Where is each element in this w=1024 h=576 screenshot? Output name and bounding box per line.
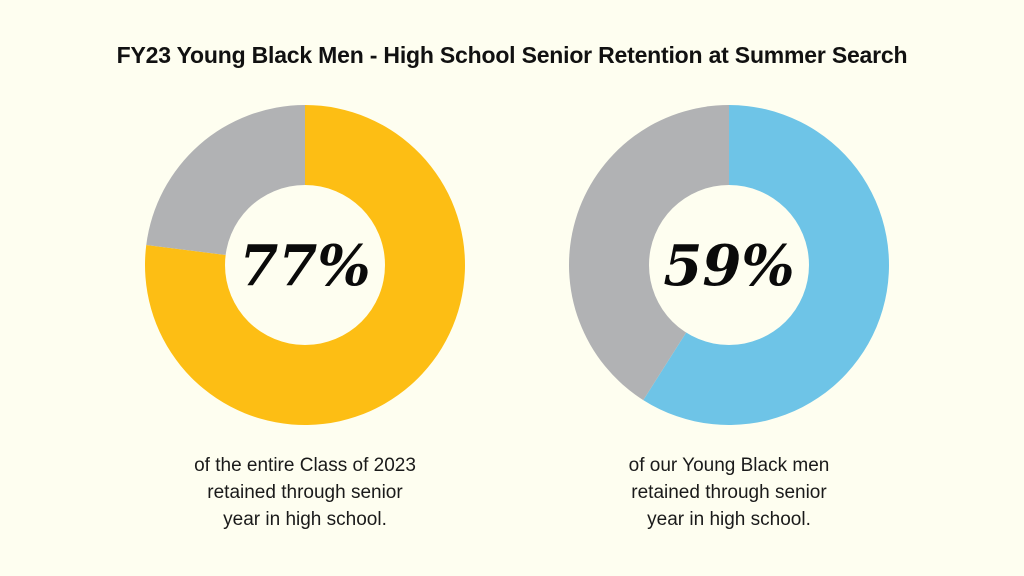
caption-line: retained through senior xyxy=(207,482,403,503)
center-percent-label: 77% xyxy=(239,233,370,299)
caption-young-black-men: of our Young Black men retained through … xyxy=(569,452,889,533)
chart-title: FY23 Young Black Men - High School Senio… xyxy=(116,42,908,68)
caption-line: of our Young Black men xyxy=(628,455,830,476)
donut-hole xyxy=(225,185,385,345)
donut-hole xyxy=(649,185,809,345)
donut-chart-class-of-2023: 77% xyxy=(145,105,465,425)
caption-class-of-2023: of the entire Class of 2023 retained thr… xyxy=(145,452,465,533)
donut-chart-young-black-men: 59% xyxy=(569,105,889,425)
caption-line: year in high school. xyxy=(223,509,387,530)
center-percent-label: 59% xyxy=(663,233,794,299)
caption-line: of the entire Class of 2023 xyxy=(194,455,416,476)
caption-line: year in high school. xyxy=(647,509,811,530)
caption-line: retained through senior xyxy=(631,482,827,503)
